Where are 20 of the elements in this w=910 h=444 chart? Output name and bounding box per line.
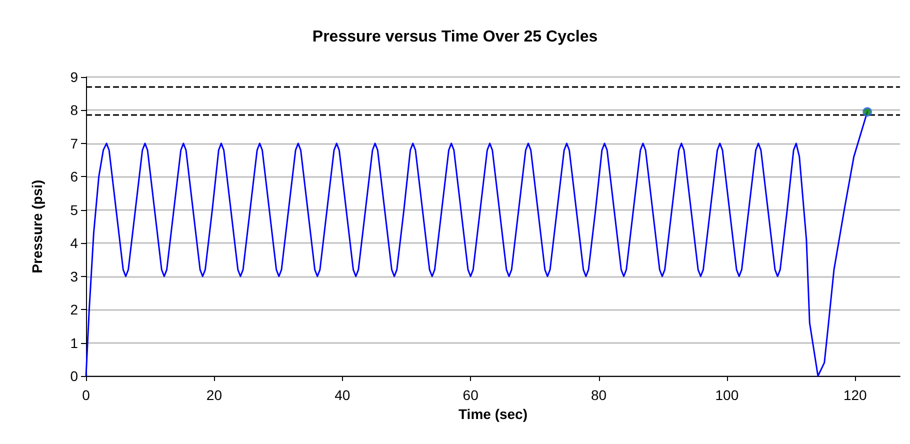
- y-tick-label: 6: [70, 168, 78, 185]
- x-tick-label: 40: [334, 387, 350, 403]
- x-axis-title: Time (sec): [458, 406, 528, 422]
- x-tick-label: 100: [715, 387, 739, 403]
- x-tick-label: 80: [590, 387, 607, 403]
- y-tick-label: 0: [70, 368, 78, 384]
- chart-title: Pressure versus Time Over 25 Cycles: [312, 28, 598, 46]
- y-tick-label: 3: [70, 268, 78, 284]
- y-tick-label: 7: [70, 135, 78, 152]
- x-tick-label: 20: [206, 387, 222, 403]
- y-tick-label: 4: [70, 235, 78, 252]
- y-tick-label: 1: [70, 334, 78, 351]
- y-tick-label: 8: [70, 102, 78, 118]
- y-tick-label: 9: [70, 69, 78, 85]
- x-tick-label: 120: [843, 387, 868, 403]
- y-axis-title: Pressure (psi): [29, 180, 45, 274]
- x-tick-label: 0: [82, 387, 90, 403]
- y-tick-label: 5: [70, 202, 78, 218]
- x-tick-label: 60: [462, 387, 479, 403]
- y-tick-label: 2: [70, 302, 78, 318]
